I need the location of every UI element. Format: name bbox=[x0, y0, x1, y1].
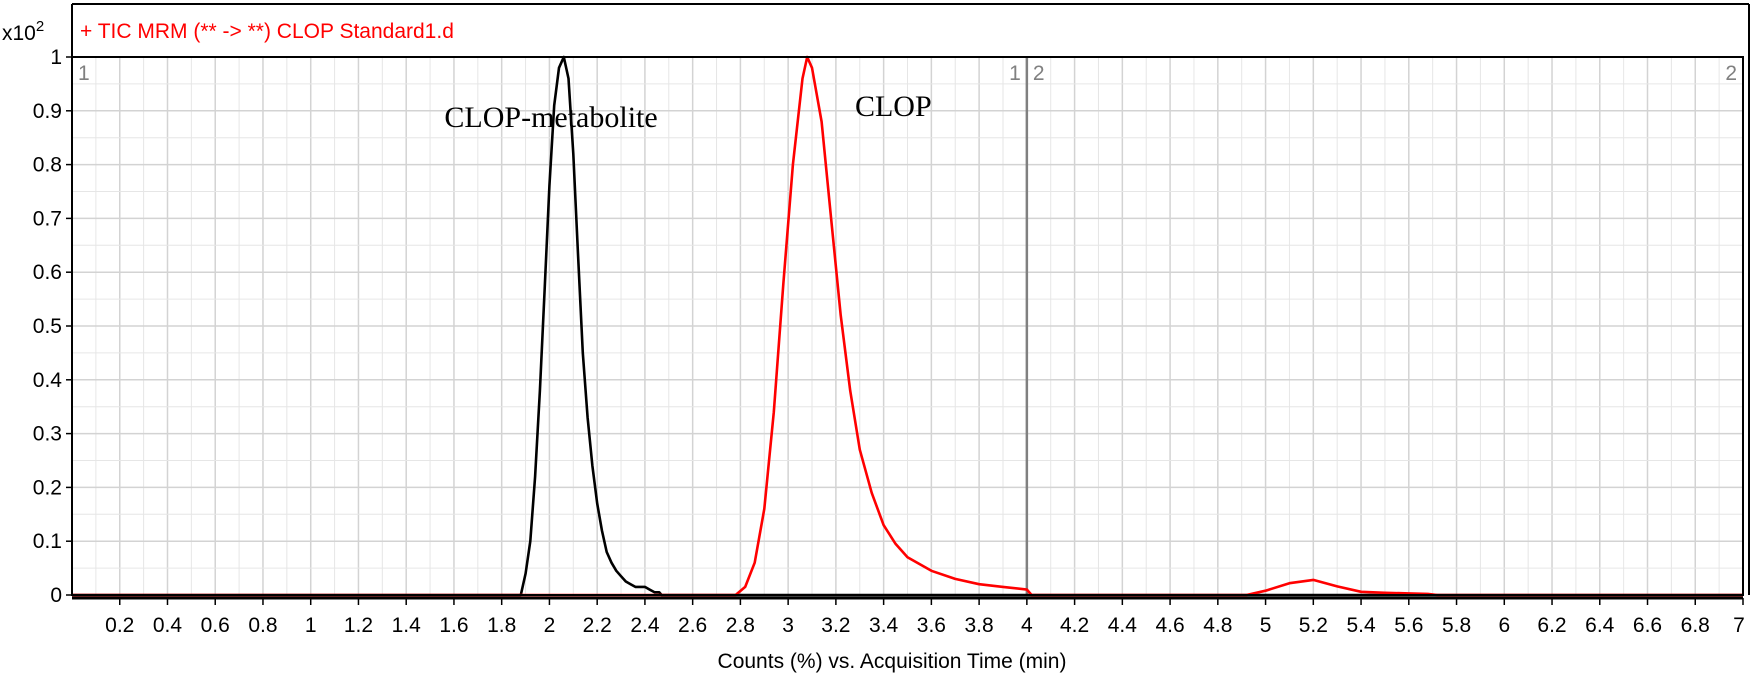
x-tick-label: 0.2 bbox=[105, 614, 134, 637]
annotation-layer: CLOP-metabolite CLOP bbox=[444, 90, 931, 134]
x-tick-label: 1.8 bbox=[487, 614, 516, 637]
peak-annotation: CLOP bbox=[855, 90, 932, 123]
y-tick-label: 0.6 bbox=[33, 261, 62, 284]
series-line-1 bbox=[72, 55, 1743, 597]
x-tick-label: 5 bbox=[1260, 614, 1272, 637]
x-tick-label: 4.6 bbox=[1155, 614, 1184, 637]
x-tick-label: 3.6 bbox=[917, 614, 946, 637]
x-tick-label: 0.8 bbox=[248, 614, 277, 637]
x-tick-label: 1.2 bbox=[344, 614, 373, 637]
x-axis-label: Counts (%) vs. Acquisition Time (min) bbox=[718, 650, 1067, 673]
x-tick-label: 4.8 bbox=[1203, 614, 1232, 637]
y-tick-label: 0.5 bbox=[33, 315, 62, 338]
x-tick-label: 5.8 bbox=[1442, 614, 1471, 637]
x-tick-label: 5.4 bbox=[1346, 614, 1376, 637]
x-tick-label: 6.8 bbox=[1681, 614, 1710, 637]
x-tick-label: 3.2 bbox=[821, 614, 850, 637]
segment-label: 1 bbox=[78, 62, 90, 85]
x-tick-label: 3.8 bbox=[965, 614, 994, 637]
x-tick-label: 7 bbox=[1733, 614, 1745, 637]
x-tick-label: 6.2 bbox=[1537, 614, 1566, 637]
x-tick-label: 4.4 bbox=[1108, 614, 1138, 637]
x-tick-label: 0.4 bbox=[153, 614, 183, 637]
x-tick-label: 2 bbox=[544, 614, 556, 637]
x-tick-label: 1.4 bbox=[392, 614, 422, 637]
x-tick-label: 2.6 bbox=[678, 614, 707, 637]
x-tick-label: 6 bbox=[1498, 614, 1510, 637]
y-tick-label: 0.1 bbox=[33, 530, 62, 553]
x-tick-label: 1 bbox=[305, 614, 317, 637]
x-tick-label: 1.6 bbox=[439, 614, 468, 637]
peak-annotation: CLOP-metabolite bbox=[444, 101, 657, 134]
y-tick-label: 0.4 bbox=[33, 369, 63, 392]
y-multiplier-label: x102 bbox=[2, 18, 44, 45]
y-tick-label: 0.8 bbox=[33, 154, 62, 177]
x-tick-label: 2.4 bbox=[630, 614, 660, 637]
x-tick-label: 2.2 bbox=[583, 614, 612, 637]
series-line-0 bbox=[72, 55, 1743, 597]
y-tick-label: 0.7 bbox=[33, 207, 62, 230]
title-group: x102 + TIC MRM (** -> **) CLOP Standard1… bbox=[2, 18, 454, 45]
x-tick-label: 3 bbox=[782, 614, 794, 637]
x-tick-label: 5.6 bbox=[1394, 614, 1423, 637]
y-multiplier-base: x10 bbox=[2, 22, 36, 45]
y-tick-label: 1 bbox=[50, 46, 62, 69]
y-tick-label: 0.3 bbox=[33, 423, 62, 446]
segment-label: 2 bbox=[1033, 62, 1045, 85]
y-multiplier-exponent: 2 bbox=[36, 18, 44, 35]
x-tick-label: 6.6 bbox=[1633, 614, 1662, 637]
x-tick-label: 6.4 bbox=[1585, 614, 1615, 637]
x-tick-label: 3.4 bbox=[869, 614, 899, 637]
x-tick-label: 4 bbox=[1021, 614, 1033, 637]
chart-title: + TIC MRM (** -> **) CLOP Standard1.d bbox=[80, 20, 454, 43]
segment-label: 1 bbox=[1009, 62, 1021, 85]
x-tick-label: 2.8 bbox=[726, 614, 755, 637]
y-tick-label: 0 bbox=[50, 584, 62, 607]
x-tick-label: 5.2 bbox=[1299, 614, 1328, 637]
axis-layer: 0 0.1 0.2 0.3 0.4 0.5 0.6 0.7 0.8 0.9 1 0.2 0.4 0.6 0.… bbox=[33, 3, 1750, 637]
series-layer bbox=[72, 55, 1743, 597]
segment-label: 2 bbox=[1725, 62, 1737, 85]
y-tick-label: 0.9 bbox=[33, 100, 62, 123]
x-tick-label: 4.2 bbox=[1060, 614, 1089, 637]
y-tick-label: 0.2 bbox=[33, 476, 62, 499]
x-tick-label: 0.6 bbox=[201, 614, 230, 637]
